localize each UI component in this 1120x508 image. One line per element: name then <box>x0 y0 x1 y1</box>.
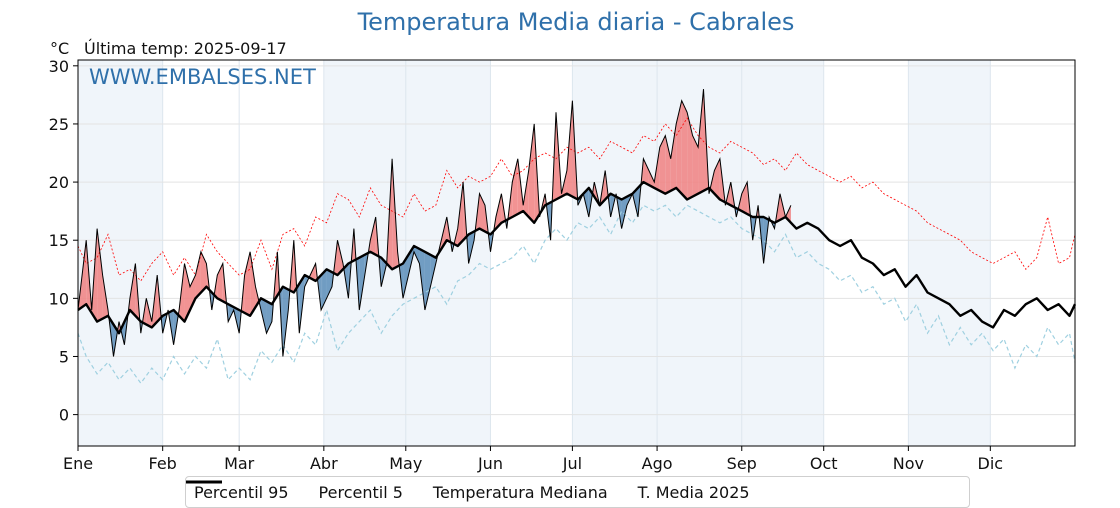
x-tick-label: Nov <box>893 454 924 473</box>
month-band-jul <box>572 60 657 446</box>
legend-item-median: Temperatura Mediana <box>433 483 608 502</box>
y-tick-label: 20 <box>49 173 69 192</box>
y-tick-label: 5 <box>59 347 69 366</box>
legend-swatch-mean2025 <box>186 477 222 487</box>
x-tick-label: Ene <box>63 454 93 473</box>
month-band-ago <box>657 60 742 446</box>
month-band-sep <box>742 60 824 446</box>
y-axis-ticks: 0 5 10 15 20 25 30 <box>49 57 78 425</box>
x-tick-label: Abr <box>310 454 338 473</box>
x-tick-label: Feb <box>149 454 177 473</box>
legend-item-mean2025: T. Media 2025 <box>638 483 750 502</box>
month-band-ene <box>78 60 163 446</box>
legend-label-mean2025: T. Media 2025 <box>638 483 750 502</box>
y-tick-label: 15 <box>49 231 69 250</box>
watermark: WWW.EMBALSES.NET <box>89 65 316 89</box>
x-tick-label: Dic <box>978 454 1004 473</box>
fill-above-median <box>512 159 517 217</box>
month-band-nov <box>908 60 990 446</box>
fill-above-median <box>682 101 687 200</box>
legend-label-p5: Percentil 5 <box>319 483 403 502</box>
x-axis-ticks: Ene Feb Mar Abr May Jun Jul Ago Sep Oct Nov Dic <box>63 446 1003 473</box>
x-tick-label: Jul <box>562 454 582 473</box>
x-tick-label: Oct <box>810 454 838 473</box>
y-tick-label: 30 <box>49 57 69 76</box>
y-tick-label: 0 <box>59 406 69 425</box>
x-tick-label: Ago <box>642 454 673 473</box>
legend: Percentil 95 Percentil 5 Temperatura Med… <box>185 476 970 508</box>
y-tick-label: 10 <box>49 289 69 308</box>
legend-item-p5: Percentil 5 <box>319 483 403 502</box>
x-tick-label: May <box>389 454 422 473</box>
x-tick-label: Sep <box>727 454 757 473</box>
month-bands <box>78 60 990 446</box>
x-tick-label: Mar <box>224 454 255 473</box>
legend-label-median: Temperatura Mediana <box>433 483 608 502</box>
fill-above-median <box>529 124 534 223</box>
y-tick-label: 25 <box>49 115 69 134</box>
x-tick-label: Jun <box>477 454 503 473</box>
